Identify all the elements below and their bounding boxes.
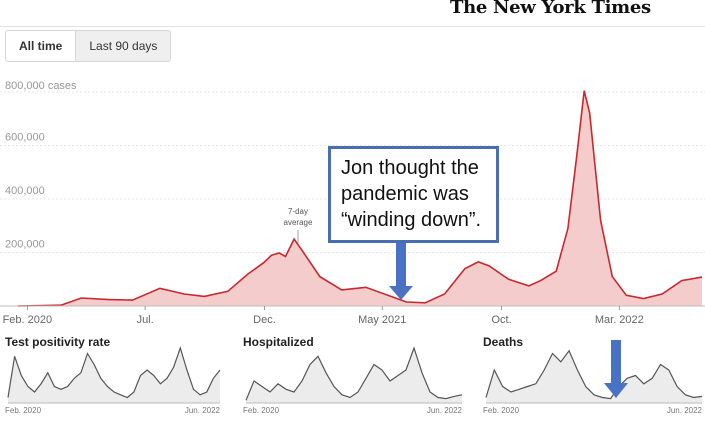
average-label-line1: 7-day [288, 207, 308, 216]
x-tick-label: Mar. 2022 [595, 314, 644, 326]
annotation-line-2: pandemic was [341, 183, 469, 205]
mini-tick-start: Feb. 2020 [243, 406, 280, 415]
blue-arrow-deaths [604, 340, 628, 398]
mini-chart-title: Test positivity rate [5, 335, 110, 349]
time-range-tabs: All time Last 90 days [5, 30, 172, 62]
x-tick-label: Oct. [491, 314, 511, 326]
mini-line [485, 349, 703, 400]
annotation-callout: Jon thought the pandemic was “winding do… [328, 146, 499, 243]
mini-area [486, 350, 702, 403]
mini-tick-end: Jun. 2022 [667, 406, 703, 415]
mini-chart-test-positivity-rate: Test positivity rate Feb. 2020 Jun. 2022 [5, 335, 221, 415]
mini-tick-start: Feb. 2020 [5, 406, 42, 415]
mini-chart-title: Hospitalized [243, 335, 314, 349]
mini-chart-title: Deaths [483, 335, 523, 349]
tab-last-90-days[interactable]: Last 90 days [75, 30, 172, 62]
mini-tick-end: Jun. 2022 [427, 406, 463, 415]
mini-line [7, 346, 221, 399]
header-divider [0, 26, 705, 27]
annotation-line-1: Jon thought the [341, 157, 479, 179]
mini-chart-hospitalized: Hospitalized Feb. 2020 Jun. 2022 [243, 335, 463, 415]
mini-area [8, 348, 220, 403]
cases-line [17, 90, 703, 307]
y-tick-label: 400,000 [5, 185, 45, 197]
x-tick-label: May 2021 [358, 314, 406, 326]
x-tick-label: Jul. [137, 314, 154, 326]
mini-tick-end: Jun. 2022 [185, 406, 221, 415]
mini-tick-start: Feb. 2020 [483, 406, 520, 415]
y-tick-labels: 200,000 400,000 600,000 [5, 132, 45, 251]
y-axis-unit-label: 800,000 cases [5, 80, 77, 92]
mini-chart-deaths: Deaths Feb. 2020 Jun. 2022 [483, 335, 703, 415]
mini-area [246, 348, 462, 403]
x-tick-label: Feb. 2020 [3, 314, 53, 326]
x-tick-labels: Feb. 2020 Jul. Dec. May 2021 Oct. Mar. 2022 [3, 306, 644, 326]
average-label-line2: average [284, 218, 313, 227]
y-tick-label: 200,000 [5, 239, 45, 251]
tab-all-time[interactable]: All time [5, 30, 76, 62]
x-tick-label: Dec. [253, 314, 276, 326]
mini-line [245, 346, 463, 401]
annotation-line-3: “winding down”. [341, 209, 482, 231]
blue-arrow-main [389, 243, 413, 300]
nyt-masthead-logo: The New York Times [450, 0, 651, 18]
y-tick-label: 600,000 [5, 132, 45, 144]
